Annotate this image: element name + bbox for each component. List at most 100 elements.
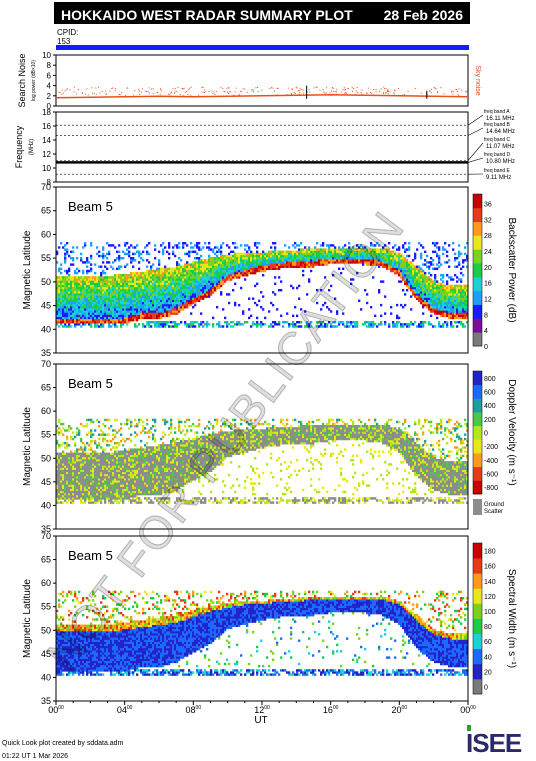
power-data-cell <box>298 263 301 266</box>
power-data-cell <box>160 308 163 311</box>
velocity-data-cell <box>88 501 91 504</box>
power-data-cell <box>288 250 291 254</box>
power-data-cell <box>84 282 87 286</box>
power-data-cell <box>388 248 391 251</box>
velocity-data-cell <box>56 484 59 487</box>
power-data-cell <box>190 282 193 286</box>
velocity-data-cell <box>82 488 85 492</box>
power-data-cell <box>108 295 111 298</box>
power-data-cell <box>130 244 133 247</box>
power-data-cell <box>294 257 297 260</box>
velocity-data-cell <box>80 463 83 466</box>
power-data-cell <box>166 295 169 298</box>
velocity-data-cell <box>60 469 63 473</box>
velocity-data-cell <box>100 473 103 477</box>
power-data-cell <box>414 271 417 275</box>
power-data-cell <box>232 271 235 275</box>
power-data-cell <box>296 259 299 262</box>
velocity-data-cell <box>82 456 85 460</box>
power-data-cell <box>158 303 161 307</box>
velocity-data-cell <box>86 459 89 462</box>
power-data-cell <box>76 246 79 249</box>
power-data-cell <box>388 267 391 271</box>
power-data-cell <box>74 321 77 324</box>
power-data-cell <box>112 314 115 318</box>
power-data-cell <box>114 295 117 298</box>
velocity-data-cell <box>66 482 69 485</box>
noise-dot <box>257 91 259 93</box>
power-data-cell <box>206 265 209 268</box>
power-data-cell <box>420 325 423 328</box>
power-data-cell <box>310 325 313 328</box>
power-data-cell <box>172 280 175 283</box>
power-data-cell <box>206 293 209 296</box>
power-data-cell <box>140 278 143 281</box>
power-data-cell <box>426 291 429 294</box>
velocity-data-cell <box>68 499 71 502</box>
power-data-cell <box>416 282 419 286</box>
power-data-cell <box>360 250 363 254</box>
power-data-cell <box>462 265 465 268</box>
power-data-cell <box>158 276 161 279</box>
velocity-data-cell <box>100 454 103 458</box>
power-data-cell <box>244 263 247 266</box>
power-data-cell <box>420 297 423 300</box>
power-data-cell <box>234 274 237 277</box>
power-data-cell <box>318 321 321 324</box>
noise-dot <box>322 89 324 91</box>
power-data-cell <box>104 314 107 318</box>
velocity-data-cell <box>58 431 61 434</box>
power-data-cell <box>208 291 211 294</box>
velocity-data-cell <box>70 459 73 462</box>
power-data-cell <box>98 325 101 328</box>
power-data-cell <box>216 259 219 262</box>
power-data-cell <box>80 299 83 303</box>
power-data-cell <box>214 269 217 273</box>
power-data-cell <box>430 310 433 313</box>
power-data-cell <box>116 314 119 318</box>
power-data-cell <box>88 308 91 311</box>
velocity-data-cell <box>66 442 69 445</box>
power-data-cell <box>94 325 97 328</box>
velocity-data-cell <box>92 469 95 473</box>
power-data-cell <box>360 261 363 264</box>
velocity-data-cell <box>62 442 65 445</box>
power-data-cell <box>384 321 387 324</box>
power-data-cell <box>276 250 279 254</box>
power-data-cell <box>426 278 429 281</box>
power-data-cell <box>68 293 71 296</box>
power-data-cell <box>250 314 253 318</box>
power-data-cell <box>88 297 91 300</box>
power-data-cell <box>442 323 445 326</box>
power-data-cell <box>224 263 227 266</box>
power-data-cell <box>372 259 375 262</box>
velocity-data-cell <box>86 425 89 428</box>
power-data-cell <box>92 299 95 303</box>
power-data-cell <box>316 261 319 264</box>
power-data-cell <box>252 252 255 256</box>
power-data-cell <box>416 297 419 300</box>
noise-dot <box>299 90 301 92</box>
power-data-cell <box>282 263 285 266</box>
velocity-data-cell <box>64 442 67 445</box>
power-data-cell <box>174 321 177 324</box>
power-data-cell <box>352 321 355 324</box>
power-data-cell <box>196 297 199 300</box>
power-data-cell <box>186 295 189 298</box>
power-data-cell <box>134 293 137 296</box>
power-data-cell <box>130 312 133 315</box>
noise-dot <box>91 87 93 89</box>
velocity-data-cell <box>74 450 77 453</box>
power-data-cell <box>402 263 405 266</box>
power-data-cell <box>190 289 193 292</box>
power-data-cell <box>68 282 71 286</box>
power-data-cell <box>450 289 453 292</box>
power-data-cell <box>108 303 111 307</box>
power-data-cell <box>114 318 117 322</box>
power-data-cell <box>132 297 135 300</box>
power-data-cell <box>438 308 441 311</box>
velocity-data-cell <box>96 444 99 447</box>
power-data-cell <box>270 263 273 266</box>
power-data-cell <box>318 248 321 251</box>
power-data-cell <box>434 278 437 281</box>
